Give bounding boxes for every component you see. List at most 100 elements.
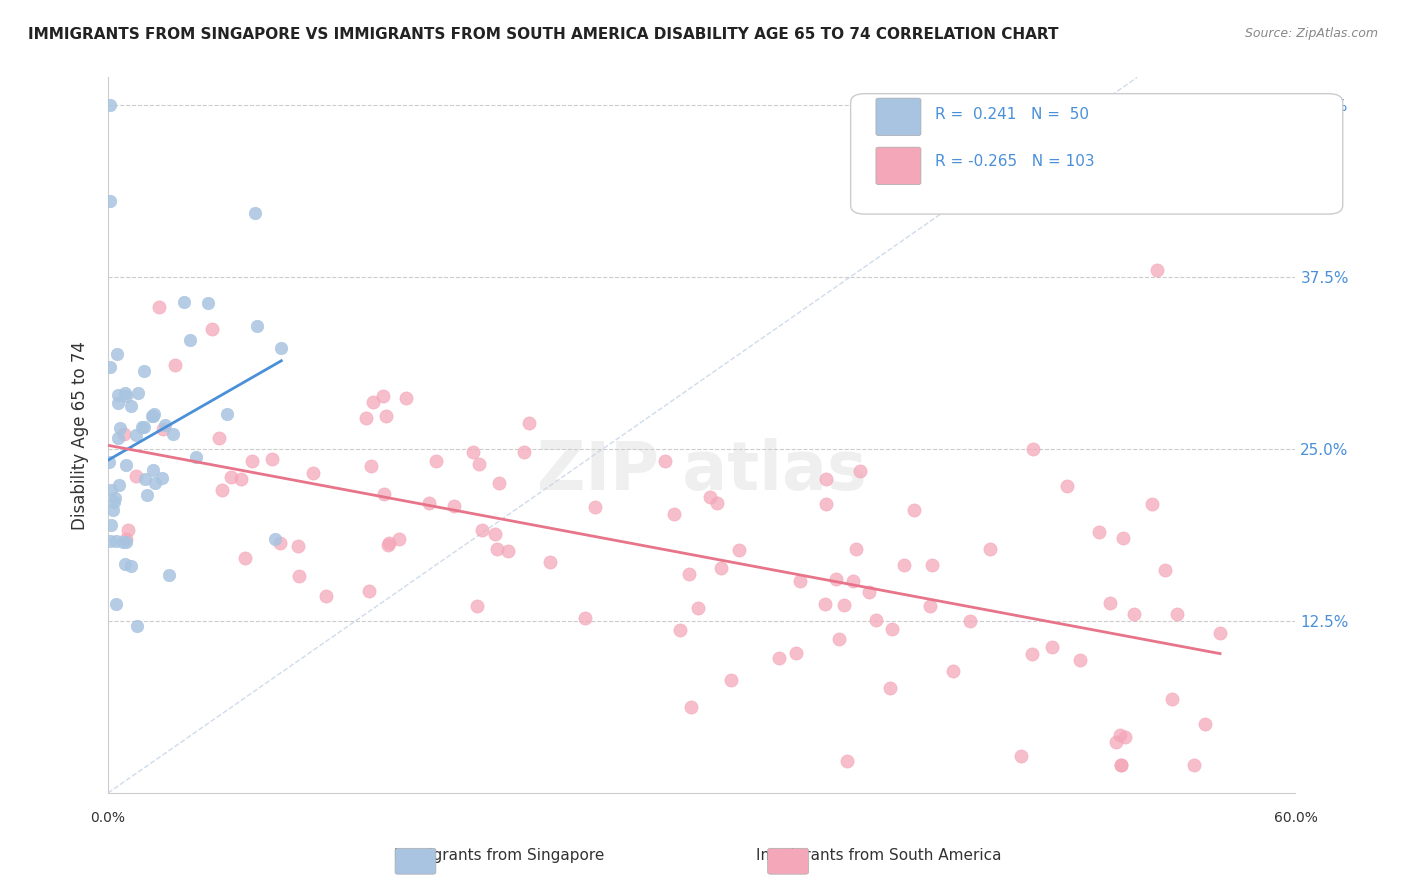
Point [233, 551, 256, 566]
Point [893, 558, 915, 573]
Y-axis label: Disability Age 65 to 74: Disability Age 65 to 74 [72, 341, 89, 530]
Point [1109, 758, 1132, 772]
Point [112, 426, 135, 441]
Point [179, 333, 201, 347]
Point [373, 389, 395, 403]
Text: R =  0.241   N =  50: R = 0.241 N = 50 [935, 107, 1090, 122]
Point [287, 539, 309, 553]
Point [921, 558, 943, 572]
Point [108, 421, 131, 435]
Point [1109, 758, 1132, 772]
Point [105, 534, 128, 549]
Point [162, 427, 184, 442]
Point [100, 483, 122, 497]
Point [125, 618, 148, 632]
Point [142, 463, 165, 477]
Point [302, 466, 325, 480]
Point [115, 534, 138, 549]
Text: Immigrants from Singapore: Immigrants from Singapore [394, 848, 605, 863]
Point [1114, 730, 1136, 744]
Text: IMMIGRANTS FROM SINGAPORE VS IMMIGRANTS FROM SOUTH AMERICA DISABILITY AGE 65 TO : IMMIGRANTS FROM SINGAPORE VS IMMIGRANTS … [28, 27, 1059, 42]
Point [678, 566, 700, 581]
Point [260, 451, 283, 466]
Point [114, 532, 136, 546]
Point [142, 409, 165, 424]
Point [768, 651, 790, 665]
Point [465, 599, 488, 614]
Point [98, 194, 121, 209]
Point [842, 574, 865, 588]
Point [828, 632, 851, 647]
Point [903, 502, 925, 516]
Point [98, 359, 121, 374]
Point [120, 559, 142, 574]
Point [269, 536, 291, 550]
Point [418, 496, 440, 510]
Point [373, 487, 395, 501]
Point [115, 389, 138, 403]
Point [105, 347, 128, 361]
Point [105, 597, 128, 611]
Point [148, 301, 170, 315]
Point [132, 364, 155, 378]
Point [143, 475, 166, 490]
Point [114, 558, 136, 572]
Point [120, 399, 142, 413]
Point [211, 483, 233, 497]
Point [1209, 626, 1232, 640]
Point [98, 455, 121, 469]
Point [814, 597, 837, 611]
Point [662, 507, 685, 521]
Point [468, 457, 491, 471]
Point [186, 450, 208, 465]
Point [107, 396, 129, 410]
Point [153, 418, 176, 433]
Point [463, 444, 485, 458]
Point [706, 496, 728, 510]
Point [395, 392, 418, 406]
Point [918, 599, 941, 614]
Point [134, 472, 156, 486]
Point [150, 470, 173, 484]
Point [361, 395, 384, 409]
Point [443, 500, 465, 514]
Point [229, 472, 252, 486]
Point [108, 478, 131, 492]
Point [1111, 531, 1133, 545]
Point [107, 388, 129, 402]
Point [1154, 563, 1177, 577]
Point [377, 538, 399, 552]
Point [484, 527, 506, 541]
Point [834, 598, 856, 612]
Point [1021, 647, 1043, 661]
Point [98, 98, 121, 112]
Point [246, 319, 269, 334]
Point [686, 600, 709, 615]
Point [498, 543, 520, 558]
Point [100, 518, 122, 533]
Point [1109, 728, 1132, 742]
Point [357, 583, 380, 598]
Point [215, 407, 238, 421]
Point [114, 385, 136, 400]
Point [360, 458, 382, 473]
Point [425, 454, 447, 468]
Point [165, 358, 187, 372]
Point [1161, 692, 1184, 706]
Point [1056, 479, 1078, 493]
Point [488, 475, 510, 490]
Point [654, 453, 676, 467]
Point [727, 542, 749, 557]
Point [243, 206, 266, 220]
Point [865, 613, 887, 627]
Point [1021, 442, 1043, 456]
Point [287, 568, 309, 582]
Point [1166, 607, 1188, 621]
Point [879, 681, 901, 696]
Point [1040, 640, 1063, 654]
Point [538, 555, 561, 569]
Point [136, 488, 159, 502]
Point [824, 572, 846, 586]
Point [141, 409, 163, 423]
Point [117, 523, 139, 537]
